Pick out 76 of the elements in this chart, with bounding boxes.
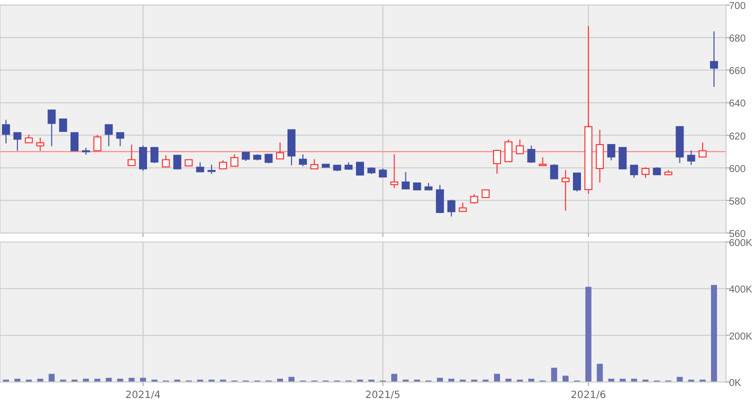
candlestick <box>698 142 707 158</box>
candlestick <box>139 145 148 172</box>
candlestick <box>36 137 44 152</box>
candlestick <box>470 194 478 204</box>
x-tick-label: 2021/5 <box>365 390 400 400</box>
candlestick <box>710 30 718 88</box>
candlestick <box>607 144 616 161</box>
candlestick <box>48 110 56 147</box>
y-tick-label: 600K <box>729 238 753 249</box>
bar <box>608 378 614 382</box>
bar <box>528 378 534 382</box>
candlestick <box>550 164 558 180</box>
candlestick <box>504 139 512 162</box>
candlestick <box>104 124 113 147</box>
bar <box>494 374 500 382</box>
candlestick <box>298 154 307 167</box>
bar <box>48 374 55 382</box>
y-tick-label: 400K <box>729 284 753 296</box>
candlestick <box>562 170 570 212</box>
candlestick <box>208 164 216 174</box>
candlestick <box>447 199 456 218</box>
candlestick <box>276 142 284 160</box>
candlestick <box>402 172 410 190</box>
candlestick <box>596 129 604 184</box>
candlestick <box>116 132 124 147</box>
candlestick <box>687 150 696 166</box>
candlestick <box>618 147 627 170</box>
candlestick <box>59 118 68 132</box>
y-tick-label: 600 <box>729 164 746 175</box>
y-tick-label: 580 <box>729 196 746 208</box>
bar <box>551 368 558 382</box>
bar <box>596 364 603 382</box>
candlestick <box>630 164 638 178</box>
y-tick-label: 660 <box>729 66 746 78</box>
candlestick <box>93 134 102 152</box>
candlestick <box>516 139 524 154</box>
candlestick <box>493 149 502 174</box>
bar <box>82 378 89 382</box>
y-tick-label: 620 <box>729 131 746 142</box>
candlestick <box>173 154 182 170</box>
x-tick-label: 2021/6 <box>570 390 606 400</box>
candlestick <box>230 154 238 167</box>
candlestick <box>150 147 158 164</box>
bar <box>277 378 284 382</box>
bar <box>94 378 100 382</box>
bar <box>505 378 512 382</box>
y-tick-label: 680 <box>729 34 746 45</box>
candlestick <box>70 132 79 152</box>
bar <box>711 284 718 382</box>
candlestick <box>2 119 10 144</box>
candlestick <box>13 132 22 152</box>
bar <box>391 374 398 382</box>
candlestick <box>196 162 204 172</box>
bar <box>631 378 638 382</box>
candlestick <box>162 154 170 168</box>
bar <box>585 286 592 382</box>
bar <box>14 378 20 382</box>
y-tick-label: 560 <box>729 229 746 240</box>
y-tick-label: 200K <box>729 331 753 342</box>
candlestick <box>390 154 398 188</box>
y-tick-label: 700 <box>729 1 746 12</box>
candlestick <box>356 162 364 176</box>
candlestick <box>436 184 444 213</box>
y-tick-label: 0K <box>729 378 742 389</box>
candlestick <box>310 158 318 170</box>
candlestick <box>641 166 650 178</box>
candlestick <box>128 144 136 166</box>
y-tick-label: 640 <box>729 98 746 110</box>
bar <box>562 376 569 382</box>
candlestick <box>572 172 581 192</box>
bar <box>620 378 626 382</box>
x-tick-label: 2021/4 <box>125 390 161 400</box>
candlestick <box>527 145 536 164</box>
bar <box>117 378 124 382</box>
bar <box>37 378 44 382</box>
bar <box>448 378 454 382</box>
